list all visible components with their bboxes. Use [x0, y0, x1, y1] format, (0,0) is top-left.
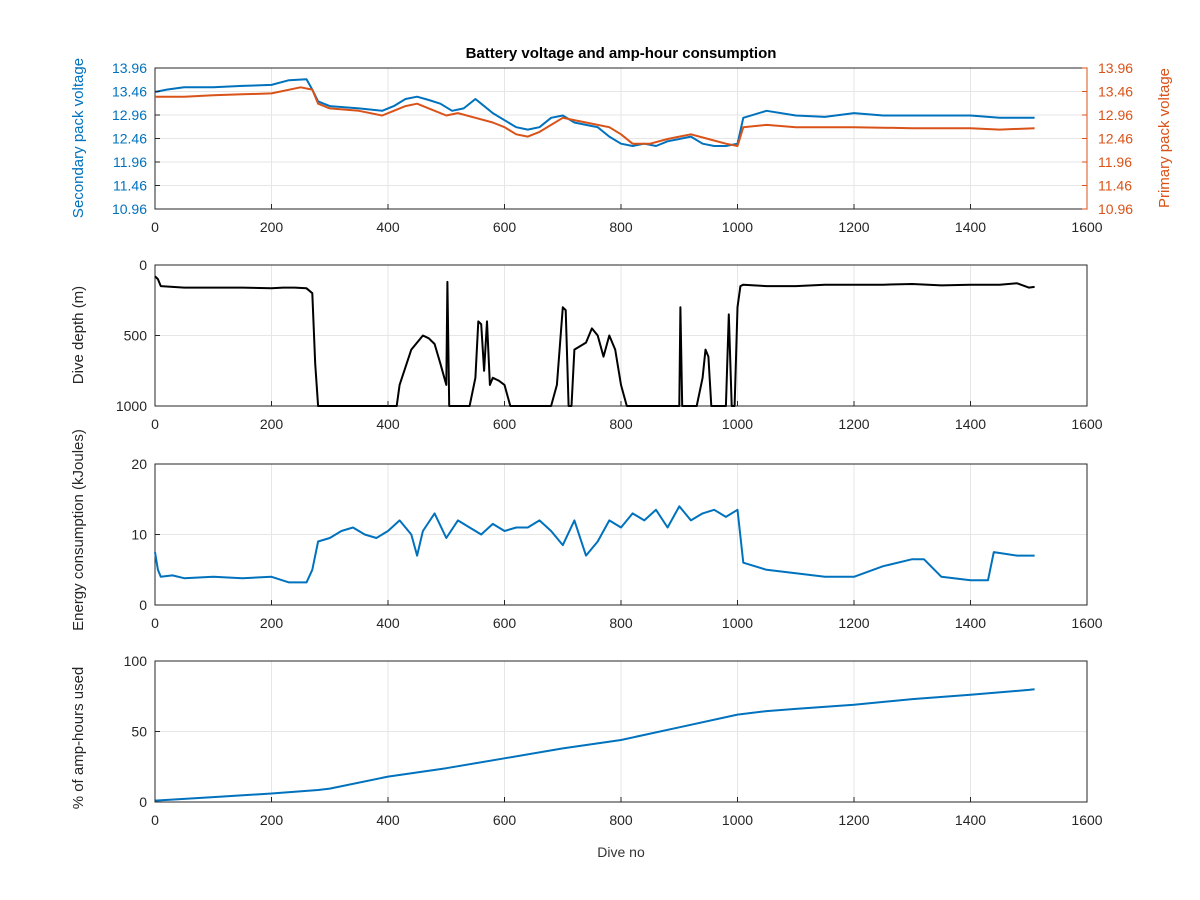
x-tick-label: 1600 [1071, 615, 1102, 631]
x-tick-label: 800 [609, 219, 633, 235]
x-tick-label: 800 [609, 615, 633, 631]
right-tick-label: 13.46 [1098, 84, 1133, 100]
x-tick-label: 1600 [1071, 219, 1102, 235]
y-tick-label: 12.46 [112, 131, 147, 147]
y-tick-label: 1000 [116, 398, 147, 414]
x-tick-label: 1200 [838, 416, 869, 432]
y-tick-label: 13.46 [112, 84, 147, 100]
x-tick-label: 0 [151, 219, 159, 235]
right-tick-label: 12.96 [1098, 107, 1133, 123]
x-tick-label: 1200 [838, 615, 869, 631]
y-axis-label: Dive depth (m) [70, 286, 87, 384]
x-tick-label: 1200 [838, 812, 869, 828]
y-tick-label: 0 [139, 257, 147, 273]
x-tick-label: 1400 [955, 219, 986, 235]
x-tick-label: 200 [260, 416, 284, 432]
y-tick-label: 11.96 [113, 154, 147, 170]
x-tick-label: 1200 [838, 219, 869, 235]
x-tick-label: 600 [493, 812, 517, 828]
x-axis-label: Dive no [597, 844, 645, 860]
right-tick-label: 11.46 [1098, 178, 1132, 194]
series-line-3-1 [154, 505, 1035, 584]
x-tick-label: 1600 [1071, 416, 1102, 432]
x-tick-label: 0 [151, 416, 159, 432]
x-tick-label: 400 [376, 812, 400, 828]
series-line-2-1 [154, 275, 1035, 407]
x-tick-label: 600 [493, 416, 517, 432]
y-tick-label: 20 [131, 456, 147, 472]
x-tick-label: 0 [151, 615, 159, 631]
y-tick-label: 10.96 [112, 201, 147, 217]
x-tick-label: 1400 [955, 615, 986, 631]
right-tick-label: 11.96 [1098, 154, 1132, 170]
x-tick-label: 400 [376, 615, 400, 631]
y-axis-label: Energy consumption (kJoules) [70, 429, 87, 631]
x-tick-label: 800 [609, 416, 633, 432]
x-tick-label: 200 [260, 219, 284, 235]
y-tick-label: 500 [124, 328, 148, 344]
right-tick-label: 12.46 [1098, 131, 1133, 147]
right-y-axis-label: Primary pack voltage [1156, 68, 1173, 208]
subplot-2: 0 200 400 600 800 1000 1200 1400 1600 0 500 1000 Div… [70, 257, 1103, 432]
y-axis-label: % of amp-hours used [70, 667, 87, 810]
y-tick-label: 11.46 [113, 178, 147, 194]
y-tick-label: 10 [131, 527, 147, 543]
y-tick-label: 12.96 [112, 107, 147, 123]
series-line-4-1 [154, 688, 1035, 802]
x-tick-label: 800 [609, 812, 633, 828]
x-tick-label: 400 [376, 219, 400, 235]
x-tick-label: 200 [260, 615, 284, 631]
right-tick-label: 10.96 [1098, 201, 1133, 217]
x-tick-label: 600 [493, 219, 517, 235]
x-tick-label: 1400 [955, 812, 986, 828]
series-line-1-2 [155, 86, 1035, 147]
x-tick-label: 1000 [722, 812, 753, 828]
x-tick-label: 1600 [1071, 812, 1102, 828]
x-tick-label: 200 [260, 812, 284, 828]
subplot-4: 0 200 400 600 800 1000 1200 1400 1600 0 50 100 % of … [70, 653, 1103, 828]
x-tick-label: 1400 [955, 416, 986, 432]
y-tick-label: 0 [139, 794, 147, 810]
right-tick-label: 13.96 [1098, 60, 1133, 76]
x-tick-label: 600 [493, 615, 517, 631]
x-tick-label: 0 [151, 812, 159, 828]
x-tick-label: 1000 [722, 219, 753, 235]
subplot-1: 0 200 400 600 800 1000 1200 1400 1600 10.96 11.46 1… [70, 58, 1173, 235]
figure-title: Battery voltage and amp-hour consumption [466, 45, 777, 62]
subplot-3: 0 200 400 600 800 1000 1200 1400 1600 0 10 20 Energy… [70, 429, 1103, 631]
y-tick-label: 50 [131, 724, 147, 740]
y-tick-label: 100 [124, 653, 148, 669]
series-line-1-1 [154, 78, 1035, 147]
y-axis-label: Secondary pack voltage [70, 58, 87, 218]
y-tick-label: 13.96 [112, 60, 147, 76]
x-tick-label: 1000 [722, 615, 753, 631]
y-tick-label: 0 [139, 597, 147, 613]
subplot-panels: 0 200 400 600 800 1000 1200 1400 160010.9611.461… [70, 58, 1173, 828]
x-tick-label: 400 [376, 416, 400, 432]
x-tick-label: 1000 [722, 416, 753, 432]
